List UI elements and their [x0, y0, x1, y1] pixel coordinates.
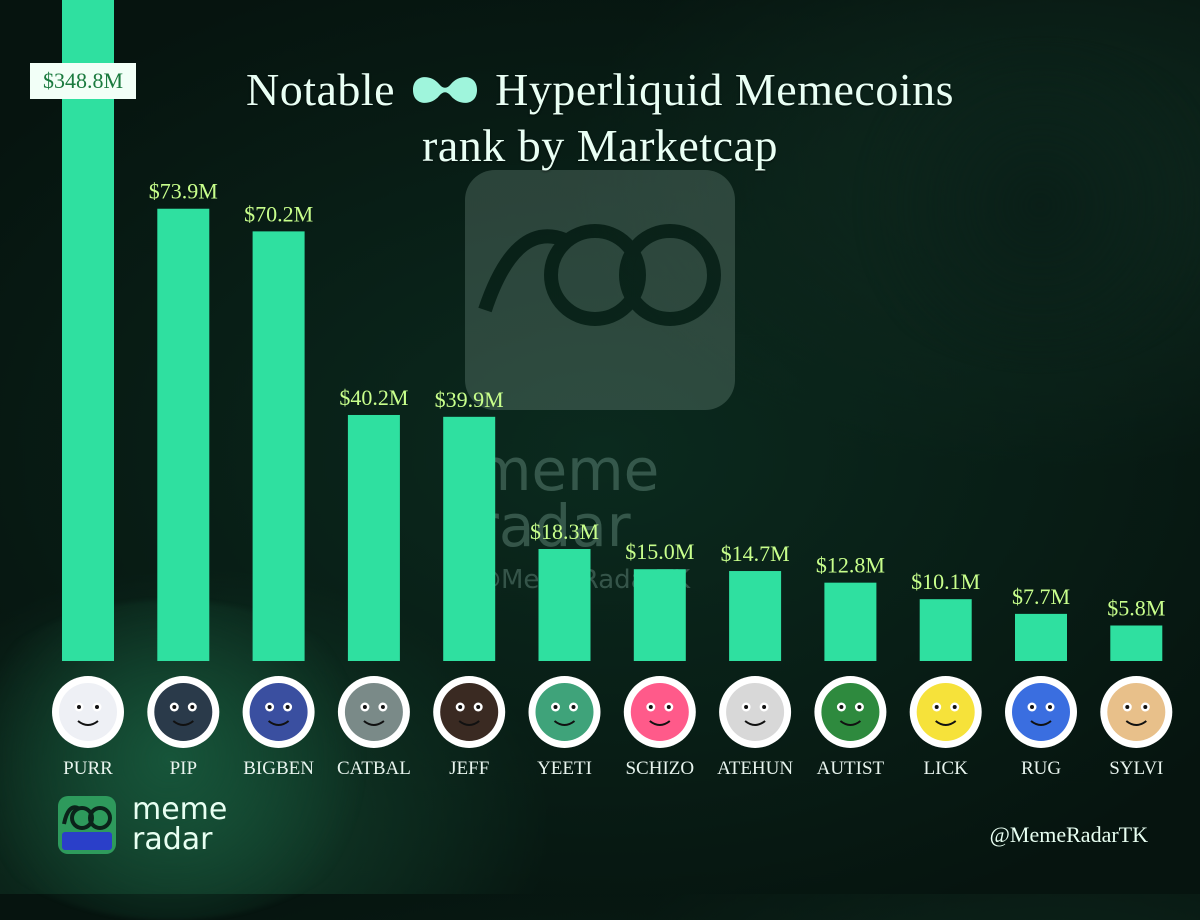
value-label: $39.9M: [435, 387, 504, 412]
tick-label: ATEHUN: [717, 758, 793, 779]
value-label: $18.3M: [530, 519, 599, 544]
bar-bigben: [252, 231, 305, 661]
footer-handle: @MemeRadarTK: [989, 822, 1148, 847]
tick-label: CATBAL: [337, 758, 411, 779]
chart-subtitle: rank by Marketcap: [422, 120, 778, 171]
bar-autist: [824, 582, 877, 661]
value-label: $14.7M: [721, 541, 790, 566]
bar-catbal: [347, 414, 400, 661]
tick-label: BIGBEN: [243, 758, 314, 779]
tick-label: SYLVI: [1109, 758, 1163, 779]
tick-label: SCHIZO: [625, 758, 694, 779]
tick-label: PIP: [170, 758, 197, 779]
value-label: $40.2M: [339, 385, 408, 410]
armored-cat-icon: [337, 676, 410, 748]
bar-schizo: [633, 569, 686, 661]
tick-label: RUG: [1021, 758, 1061, 779]
title-part2: Hyperliquid Memecoins: [495, 64, 955, 115]
bar-pip: [157, 208, 210, 661]
chart-title: Notable Hyperliquid Memecoins rank by Ma…: [180, 62, 1020, 174]
yellow-dog-icon: [909, 676, 982, 748]
bar-purr: [62, 0, 114, 661]
bar-jeff: [443, 416, 496, 661]
background-shape: [830, 40, 1200, 370]
tick-label: JEFF: [449, 758, 489, 779]
value-label-box: [30, 63, 136, 99]
tick-label: PURR: [63, 758, 113, 779]
bar-lick: [919, 599, 972, 661]
brand-text: radar: [132, 822, 213, 857]
tick-label: YEETI: [537, 758, 592, 779]
bearded-man-sunglasses-icon: [433, 676, 506, 748]
title-part1: Notable: [245, 64, 396, 115]
value-label: $70.2M: [244, 201, 313, 226]
value-label: $348.8M: [43, 68, 123, 93]
tick-label: AUTIST: [817, 758, 885, 779]
value-label: $15.0M: [625, 539, 694, 564]
white-cat-icon: [52, 676, 124, 748]
bar-rug: [1015, 613, 1067, 661]
hyperliquid-logo-icon: [413, 77, 478, 103]
bar-chart: $348.8M PURR $73.9M PIP $70.2M BIGBEN $40.2M CA…: [30, 0, 1173, 779]
cap-man-icon: [719, 676, 792, 748]
blue-smiley-icon: [1005, 676, 1077, 748]
footer-brand: meme radar: [56, 794, 227, 856]
value-label: $73.9M: [149, 179, 218, 204]
puppy-icon: [1100, 676, 1173, 748]
bar-yeeti: [538, 549, 591, 661]
yeti-monkey-icon: [528, 676, 601, 748]
value-label: $10.1M: [911, 569, 980, 594]
discord-clock-icon: [242, 676, 315, 748]
value-label: $5.8M: [1107, 596, 1165, 621]
tick-label: LICK: [924, 758, 969, 779]
autist-frog-icon: [814, 676, 887, 748]
bar-sylvi: [1110, 625, 1163, 661]
meme-radar-logo-icon: [58, 796, 116, 854]
meme-man-rainbow-icon: [623, 676, 696, 748]
brand-text: meme: [132, 792, 228, 827]
ghost-creature-icon: [147, 676, 220, 748]
value-label: $12.8M: [816, 553, 885, 578]
bar-atehun: [729, 571, 782, 661]
value-label: $7.7M: [1012, 584, 1070, 609]
